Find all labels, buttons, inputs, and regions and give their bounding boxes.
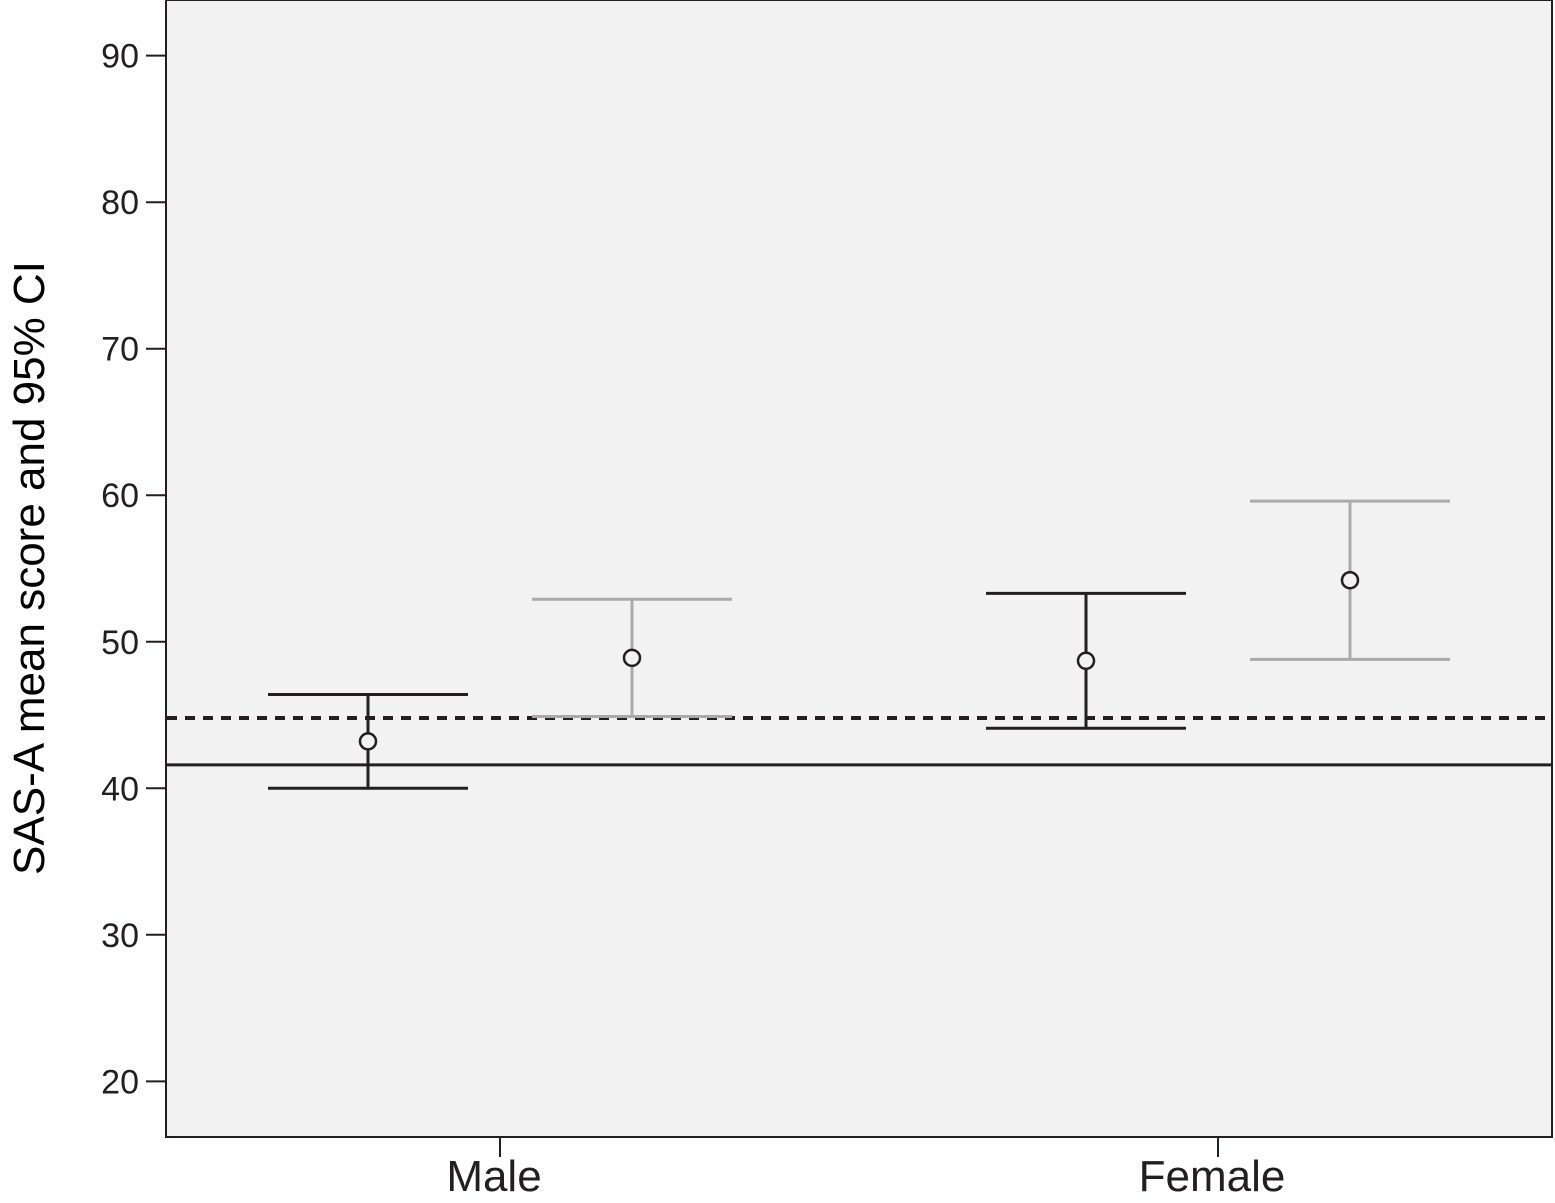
- mean-marker: [358, 732, 378, 751]
- error-bar: [268, 693, 468, 790]
- y-tick-label: 40: [101, 770, 139, 808]
- mean-marker: [622, 648, 642, 668]
- y-tick-label: 60: [101, 477, 139, 515]
- plot-background: [165, 0, 1553, 1138]
- y-axis: 20 30 40 50 60 70 80 90: [101, 38, 166, 1101]
- mean-marker: [1076, 651, 1096, 671]
- y-tick-label: 20: [101, 1063, 139, 1101]
- y-axis-title: SAS-A mean score and 95% CI: [5, 261, 54, 875]
- y-tick-label: 30: [101, 917, 139, 955]
- reference-lines: [167, 715, 1552, 767]
- x-axis: Male Female: [446, 1137, 1285, 1201]
- error-bars: [268, 499, 1450, 790]
- y-tick-label: 80: [101, 184, 139, 222]
- error-bar: [532, 597, 732, 718]
- x-tick-label: Female: [1139, 1152, 1286, 1201]
- error-bar: [986, 591, 1186, 730]
- error-bar: [1250, 499, 1450, 661]
- x-tick-label: Male: [446, 1152, 541, 1201]
- y-tick-label: 90: [101, 38, 139, 76]
- y-tick-label: 50: [101, 624, 139, 662]
- y-tick-label: 70: [101, 331, 139, 369]
- mean-marker: [1340, 570, 1360, 590]
